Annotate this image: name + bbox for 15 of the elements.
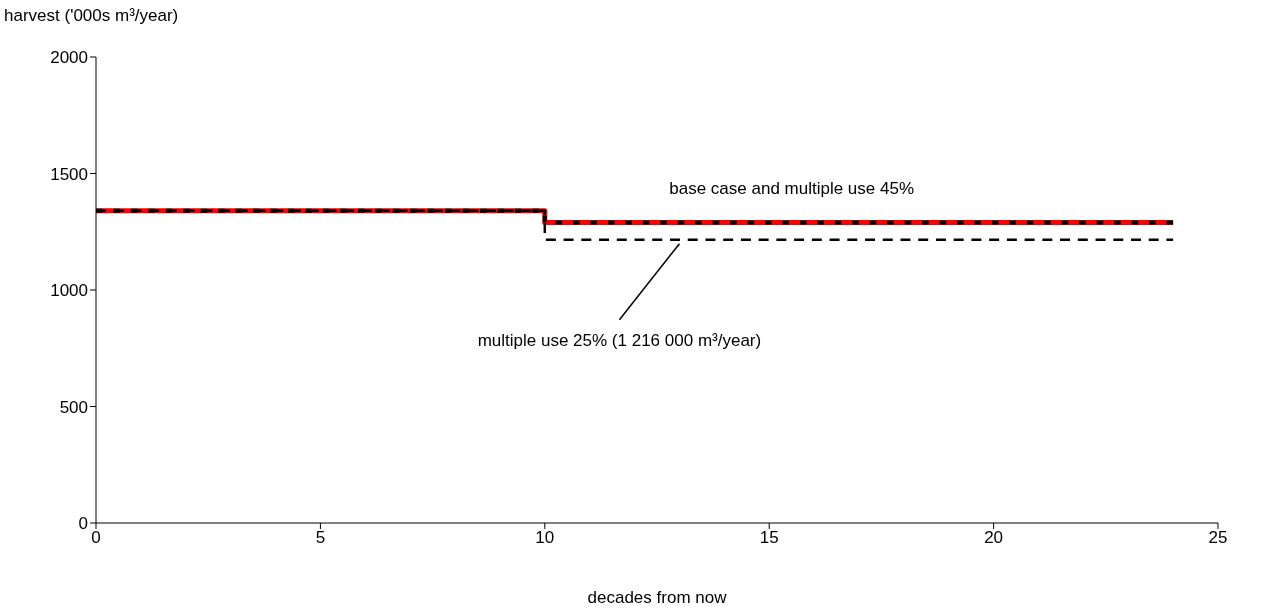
annotation: multiple use 25% (1 216 000 m³/year)	[477, 330, 762, 350]
y-tick-label: 1500	[50, 164, 88, 184]
y-tick-label: 2000	[50, 48, 88, 68]
x-tick-label: 15	[759, 528, 779, 548]
annotation: base case and multiple use 45%	[669, 179, 915, 199]
y-tick-label: 500	[59, 397, 88, 417]
x-tick-label: 25	[1208, 528, 1228, 548]
x-tick-label: 5	[315, 528, 326, 548]
x-tick-label: 10	[535, 528, 555, 548]
y-tick-label: 0	[78, 514, 88, 534]
x-axis-title: decades from now	[587, 588, 728, 607]
x-tick-label: 20	[984, 528, 1004, 548]
y-tick-label: 1000	[50, 281, 88, 301]
y-axis-title: harvest ('000s m³/year)	[4, 6, 179, 26]
x-tick-label: 0	[91, 528, 101, 548]
